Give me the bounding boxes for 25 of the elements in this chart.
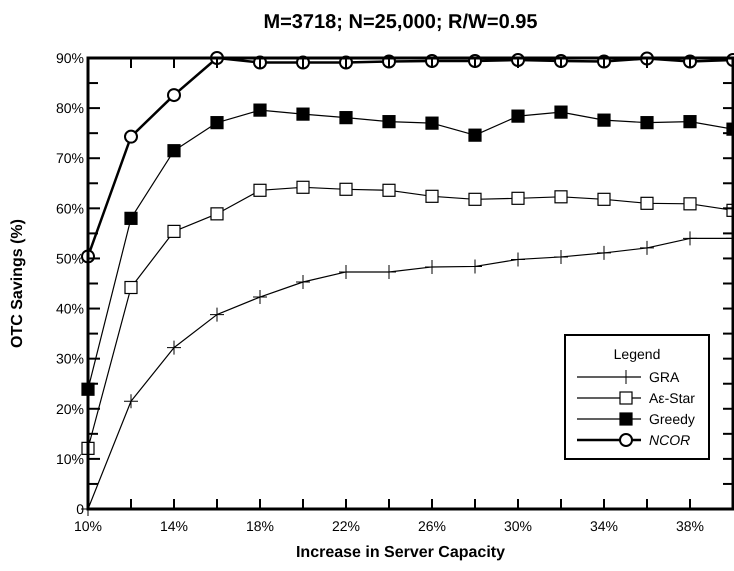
x-tick-label: 10% [74, 518, 102, 534]
x-tick-label: 22% [332, 518, 360, 534]
x-tick-label: 18% [246, 518, 274, 534]
legend-label: NCOR [649, 432, 690, 448]
x-tick-label: 38% [676, 518, 704, 534]
y-tick-label: 80% [56, 100, 84, 116]
legend-label: GRA [649, 369, 680, 385]
y-tick-label: 40% [56, 300, 84, 317]
y-tick-label: 50% [56, 250, 84, 266]
x-tick-label: 14% [160, 518, 188, 534]
y-tick-label: 30% [56, 350, 84, 367]
y-axis-title: OTC Savings (%) [9, 219, 26, 348]
y-tick-label: 60% [56, 200, 84, 216]
legend-title: Legend [614, 346, 660, 362]
legend-label: Greedy [649, 411, 695, 427]
legend-label: Aε-Star [649, 390, 696, 406]
x-tick-label: 34% [590, 518, 618, 534]
chart-title: M=3718; N=25,000; R/W=0.95 [263, 11, 538, 33]
y-tick-label: 10% [56, 450, 84, 467]
y-tick-label: 20% [56, 400, 84, 417]
y-tick-label: 90% [56, 50, 84, 66]
x-tick-label: 26% [418, 518, 446, 534]
x-axis-title: Increase in Server Capacity [296, 544, 506, 561]
y-tick-label: 70% [56, 150, 84, 166]
x-tick-label: 30% [504, 518, 532, 534]
